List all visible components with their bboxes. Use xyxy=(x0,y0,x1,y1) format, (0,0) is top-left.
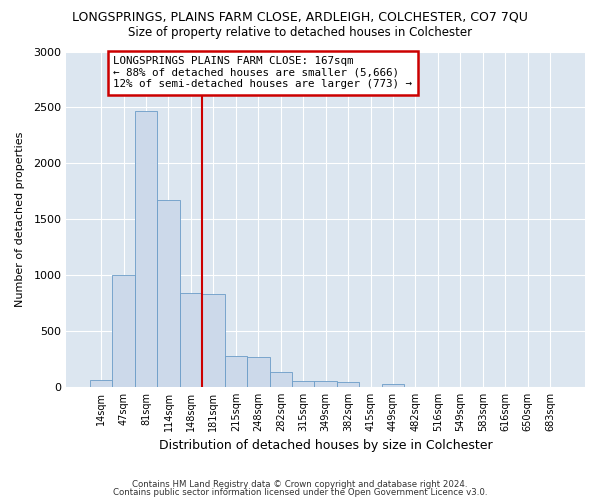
Bar xyxy=(180,293,202,387)
Text: LONGSPRINGS, PLAINS FARM CLOSE, ARDLEIGH, COLCHESTER, CO7 7QU: LONGSPRINGS, PLAINS FARM CLOSE, ARDLEIGH… xyxy=(72,11,528,24)
Text: Size of property relative to detached houses in Colchester: Size of property relative to detached ho… xyxy=(128,26,472,39)
Y-axis label: Number of detached properties: Number of detached properties xyxy=(15,132,25,307)
Text: LONGSPRINGS PLAINS FARM CLOSE: 167sqm
← 88% of detached houses are smaller (5,66: LONGSPRINGS PLAINS FARM CLOSE: 167sqm ← … xyxy=(113,56,412,89)
Bar xyxy=(157,200,180,387)
Bar xyxy=(224,356,247,387)
Bar xyxy=(247,356,269,387)
Bar xyxy=(337,382,359,387)
Bar xyxy=(314,382,337,387)
X-axis label: Distribution of detached houses by size in Colchester: Distribution of detached houses by size … xyxy=(159,440,493,452)
Bar xyxy=(135,111,157,387)
Bar xyxy=(269,372,292,387)
Bar xyxy=(90,380,112,387)
Text: Contains public sector information licensed under the Open Government Licence v3: Contains public sector information licen… xyxy=(113,488,487,497)
Bar xyxy=(292,381,314,387)
Bar xyxy=(382,384,404,387)
Text: Contains HM Land Registry data © Crown copyright and database right 2024.: Contains HM Land Registry data © Crown c… xyxy=(132,480,468,489)
Bar xyxy=(112,275,135,387)
Bar xyxy=(202,294,224,387)
